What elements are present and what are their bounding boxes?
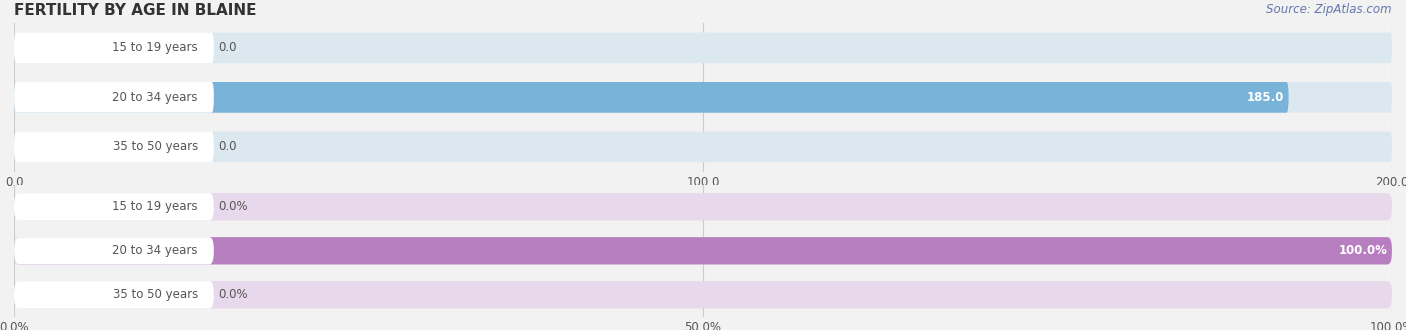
Text: 15 to 19 years: 15 to 19 years [112, 200, 198, 213]
FancyBboxPatch shape [14, 193, 214, 220]
FancyBboxPatch shape [14, 33, 214, 63]
Text: FERTILITY BY AGE IN BLAINE: FERTILITY BY AGE IN BLAINE [14, 3, 256, 18]
FancyBboxPatch shape [14, 281, 1392, 309]
FancyBboxPatch shape [14, 237, 214, 264]
FancyBboxPatch shape [14, 131, 214, 162]
Text: 35 to 50 years: 35 to 50 years [112, 288, 198, 301]
FancyBboxPatch shape [14, 82, 1392, 113]
Text: 100.0%: 100.0% [1339, 244, 1388, 257]
Text: 0.0: 0.0 [218, 41, 236, 54]
Text: 20 to 34 years: 20 to 34 years [112, 91, 198, 104]
Text: 15 to 19 years: 15 to 19 years [112, 41, 198, 54]
FancyBboxPatch shape [14, 237, 1392, 264]
Text: 0.0: 0.0 [218, 140, 236, 153]
FancyBboxPatch shape [14, 82, 214, 113]
Text: 20 to 34 years: 20 to 34 years [112, 244, 198, 257]
Text: 0.0%: 0.0% [218, 288, 247, 301]
FancyBboxPatch shape [14, 33, 1392, 63]
FancyBboxPatch shape [14, 131, 1392, 162]
FancyBboxPatch shape [14, 237, 1392, 264]
Text: Source: ZipAtlas.com: Source: ZipAtlas.com [1267, 3, 1392, 16]
FancyBboxPatch shape [14, 82, 1289, 113]
FancyBboxPatch shape [14, 281, 214, 309]
Text: 35 to 50 years: 35 to 50 years [112, 140, 198, 153]
Text: 0.0%: 0.0% [218, 200, 247, 213]
FancyBboxPatch shape [14, 193, 1392, 220]
Text: 185.0: 185.0 [1247, 91, 1285, 104]
